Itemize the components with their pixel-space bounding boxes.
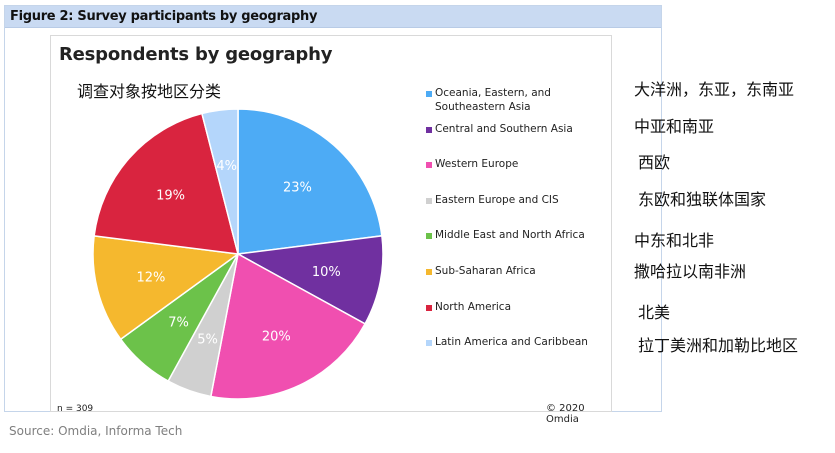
translation-label-3: 西欧	[638, 153, 671, 172]
legend-item-middle-east-north-africa: Middle East and North Africa	[420, 228, 610, 258]
legend-label: Oceania, Eastern, and Southeastern Asia	[435, 87, 551, 113]
pie-slice-central-southern-asia	[235, 234, 384, 325]
pie-slice-western-europe	[209, 252, 367, 400]
pie-slice-north-america	[93, 112, 240, 255]
slice-value-label-eastern-europe-cis: 5%	[197, 333, 218, 348]
legend-swatch	[426, 197, 432, 204]
slice-value-label-western-europe: 20%	[262, 329, 291, 344]
chart-subtitle: 调查对象按地区分类	[77, 82, 222, 101]
legend-item-eastern-europe-cis: Eastern Europe and CIS	[420, 193, 610, 223]
legend-item-north-america: North America	[420, 300, 610, 330]
legend-item-oceania-asia: Oceania, Eastern, and Southeastern Asia	[420, 86, 610, 116]
sample-size-note: n = 309	[57, 404, 94, 414]
legend-item-western-europe: Western Europe	[420, 157, 610, 187]
figure-header: Figure 2: Survey participants by geograp…	[5, 6, 661, 28]
legend-swatch	[426, 269, 432, 275]
legend-swatch	[426, 233, 432, 240]
slice-value-label-sub-saharan-africa: 12%	[136, 270, 165, 285]
translation-label-5: 中东和北非	[634, 231, 715, 250]
legend-label: Sub-Saharan Africa	[435, 265, 536, 277]
legend-label: Eastern Europe and CIS	[435, 193, 559, 206]
translation-label-2: 中亚和南亚	[634, 117, 715, 136]
translation-label-4: 东欧和独联体国家	[638, 190, 767, 209]
legend-swatch	[426, 162, 432, 169]
slice-value-label-latin-america-caribbean: 4%	[216, 159, 237, 174]
legend-label: Middle East and North Africa	[435, 229, 585, 242]
translation-label-6: 撒哈拉以南非洲	[634, 262, 747, 281]
chart-title: Respondents by geography	[59, 44, 333, 65]
figure-frame: Figure 2: Survey participants by geograp…	[4, 5, 662, 425]
legend-label: Latin America and Caribbean	[435, 336, 588, 349]
pie-slice-sub-saharan-africa	[92, 234, 240, 341]
slice-value-label-north-america: 19%	[156, 189, 185, 204]
pie-slice-oceania-asia	[237, 108, 383, 255]
translation-label-8: 拉丁美洲和加勒比地区	[638, 336, 799, 355]
source-note: Source: Omdia, Informa Tech	[9, 424, 183, 438]
legend-item-central-southern-asia: Central and Southern Asia	[420, 122, 610, 152]
legend-item-latin-america-caribbean: Latin America and Caribbean	[420, 335, 610, 365]
pie-slice-latin-america-caribbean	[201, 108, 239, 255]
translation-label-1: 大洋洲，东亚，东南亚	[634, 80, 795, 99]
legend-swatch	[426, 340, 432, 347]
chart-container: Respondents by geography 调查对象按地区分类 23% 10…	[50, 35, 612, 425]
slice-value-label-oceania-asia: 23%	[283, 181, 312, 196]
figure-title: Figure 2: Survey participants by geograp…	[10, 9, 318, 24]
pie-chart: 23% 10% 20% 5% 7% 12% 19% 4%	[92, 108, 384, 400]
legend-swatch	[426, 126, 432, 133]
legend-label: Central and Southern Asia	[435, 122, 573, 135]
slice-value-label-middle-east-north-africa: 7%	[168, 315, 189, 330]
translation-label-7: 北美	[638, 303, 671, 322]
legend-label: North America	[435, 300, 512, 313]
legend-item-sub-saharan-africa: Sub-Saharan Africa	[420, 264, 610, 294]
legend-swatch	[426, 304, 432, 311]
legend-swatch	[426, 91, 432, 97]
legend-label: Western Europe	[435, 158, 519, 171]
copyright-note: © 2020 Omdia	[546, 403, 585, 425]
slice-value-label-central-southern-asia: 10%	[312, 265, 341, 280]
